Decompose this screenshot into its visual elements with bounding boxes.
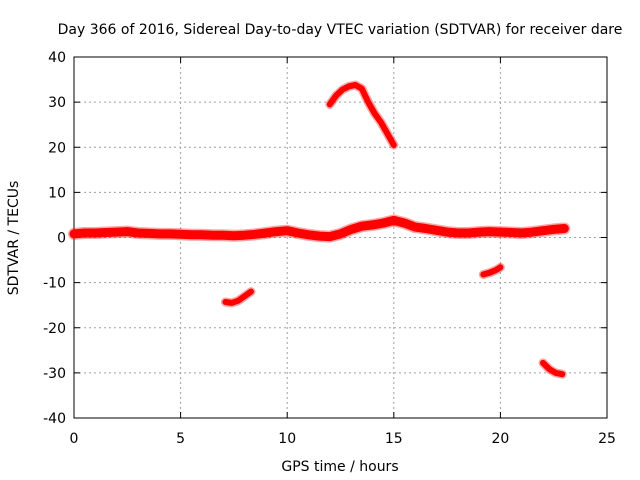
series-arc-high	[326, 82, 397, 148]
y-tick-label: 40	[48, 50, 66, 66]
series-arc-high-halo	[325, 80, 399, 150]
x-tick-label: 5	[176, 431, 185, 447]
y-tick-label: 20	[48, 140, 66, 156]
series-main-band-halo	[68, 214, 571, 243]
x-tick-label: 0	[70, 431, 79, 447]
y-axis-label: SDTVAR / TECUs	[6, 181, 22, 296]
data-series	[68, 80, 571, 379]
y-tick-label: -40	[43, 411, 66, 427]
series-main-band	[69, 215, 569, 242]
x-tick-label: 15	[385, 431, 403, 447]
y-tick-label: -20	[43, 321, 66, 337]
x-axis-label: GPS time / hours	[281, 459, 398, 475]
series-arc-7h	[222, 288, 254, 306]
ticks: -40 -30 -20 -10 0 10 20 30 40 0 5 10 15 20 25	[43, 50, 616, 447]
y-tick-label: 0	[57, 231, 66, 247]
y-tick-label: 30	[48, 95, 66, 111]
series-arc-7h-halo	[220, 287, 256, 308]
x-tick-label: 10	[278, 431, 296, 447]
y-tick-label: 10	[48, 185, 66, 201]
x-tick-label: 25	[598, 431, 616, 447]
series-arc-22h	[540, 359, 566, 378]
series-arc-19h-halo	[478, 262, 505, 279]
y-tick-label: -30	[43, 366, 66, 382]
series-arc-19h	[480, 264, 504, 278]
x-tick-label: 20	[491, 431, 509, 447]
series-arc-22h-halo	[538, 358, 567, 379]
y-tick-label: -10	[43, 276, 66, 292]
chart-title: Day 366 of 2016, Sidereal Day-to-day VTE…	[58, 22, 623, 38]
